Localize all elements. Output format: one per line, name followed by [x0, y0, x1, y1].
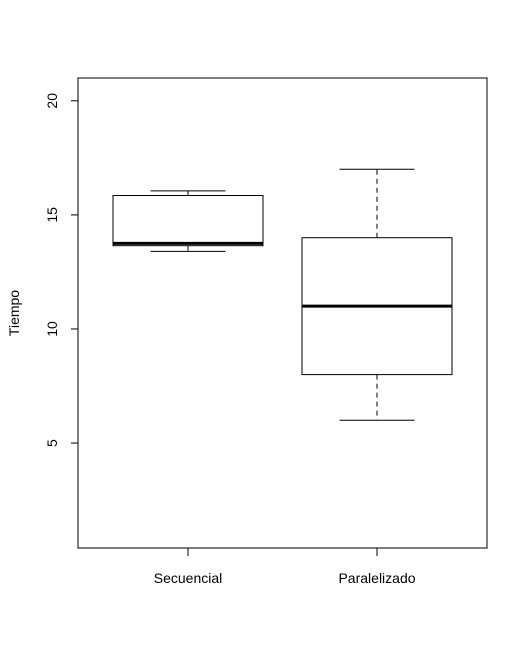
box-series: [112, 168, 453, 421]
x-axis: Secuencial Paralelizado: [154, 548, 416, 586]
y-tick-label: 15: [44, 207, 60, 223]
y-tick-label: 5: [44, 439, 60, 447]
y-tick-label: 10: [44, 321, 60, 337]
y-axis: 5 10 15 20: [44, 93, 79, 447]
y-tick-label: 20: [44, 93, 60, 109]
x-tick-label: Paralelizado: [338, 570, 415, 586]
iqr-box: [112, 195, 264, 247]
y-axis-title: Tiempo: [6, 290, 22, 336]
x-tick-label: Secuencial: [154, 570, 223, 586]
